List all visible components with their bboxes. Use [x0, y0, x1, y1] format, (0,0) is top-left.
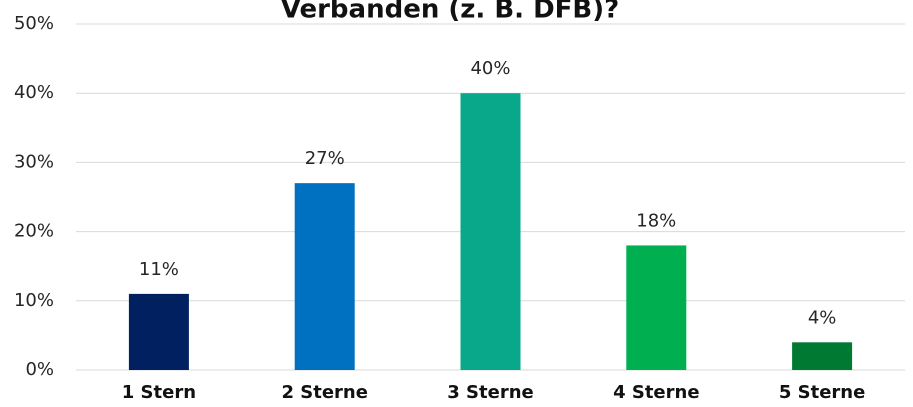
y-tick-label: 30%	[14, 151, 54, 172]
bar	[460, 93, 521, 370]
y-tick-label: 10%	[14, 290, 54, 311]
x-tick-label: 1 Stern	[122, 382, 196, 403]
value-label: 11%	[139, 259, 179, 280]
value-label: 40%	[470, 58, 510, 79]
x-tick-label: 3 Sterne	[447, 382, 533, 403]
y-tick-label: 0%	[25, 359, 54, 380]
bar	[294, 183, 355, 370]
value-label: 18%	[636, 210, 676, 231]
x-tick-label: 2 Sterne	[281, 382, 367, 403]
x-tick-label: 5 Sterne	[779, 382, 865, 403]
chart-title: Verbanden (z. B. DFB)?	[281, 0, 619, 25]
y-tick-label: 50%	[14, 13, 54, 34]
y-tick-label: 20%	[14, 221, 54, 242]
x-tick-label: 4 Sterne	[613, 382, 699, 403]
value-label: 4%	[808, 307, 837, 328]
bar	[626, 245, 687, 370]
y-tick-label: 40%	[14, 82, 54, 103]
bar	[792, 342, 853, 370]
value-label: 27%	[305, 148, 345, 169]
bar	[128, 293, 189, 370]
